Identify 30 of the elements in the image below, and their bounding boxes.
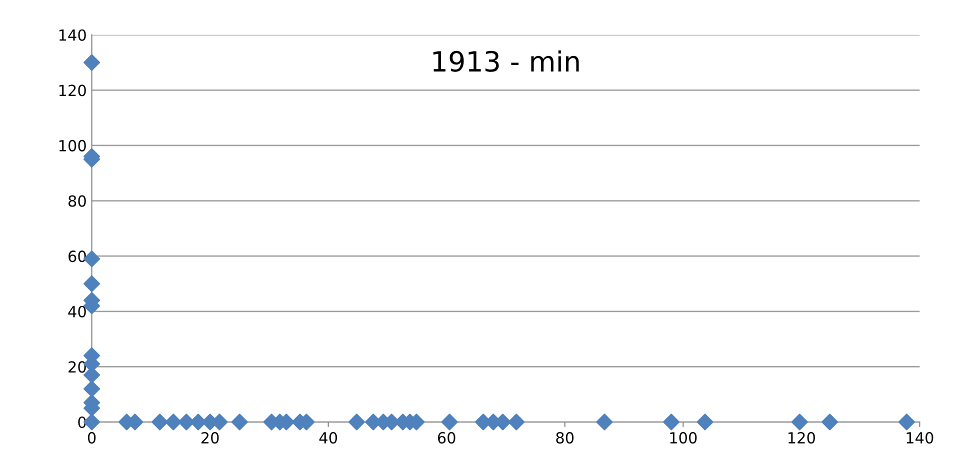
point — [508, 414, 525, 430]
y-tick-label: 100 — [59, 140, 86, 152]
x-tick-label: 40 — [319, 432, 338, 444]
point — [231, 414, 248, 430]
x-tick-label: 80 — [556, 432, 574, 444]
point — [441, 414, 458, 430]
y-tick-label: 80 — [68, 195, 86, 207]
point — [821, 414, 838, 430]
y-tick-label: 20 — [68, 361, 86, 373]
y-tick-label: 40 — [68, 306, 86, 318]
x-tick-label: 20 — [201, 432, 219, 444]
point — [83, 380, 100, 398]
x-tick-label: 140 — [906, 432, 934, 444]
x-tick-label: 120 — [788, 432, 815, 444]
y-tick-label: 140 — [59, 29, 86, 41]
point — [165, 414, 182, 430]
point — [791, 414, 808, 430]
x-tick-label: 0 — [88, 432, 96, 444]
x-tick-label: 60 — [438, 432, 456, 444]
y-tick-label: 120 — [59, 84, 86, 96]
point — [898, 414, 915, 430]
point — [663, 414, 680, 430]
point — [83, 275, 100, 292]
point — [83, 54, 100, 71]
x-tick-label: 100 — [670, 432, 697, 444]
point — [151, 414, 168, 430]
point — [696, 414, 714, 430]
point — [596, 414, 613, 430]
point — [348, 414, 366, 430]
chart-title: 1913 - min — [433, 50, 579, 72]
